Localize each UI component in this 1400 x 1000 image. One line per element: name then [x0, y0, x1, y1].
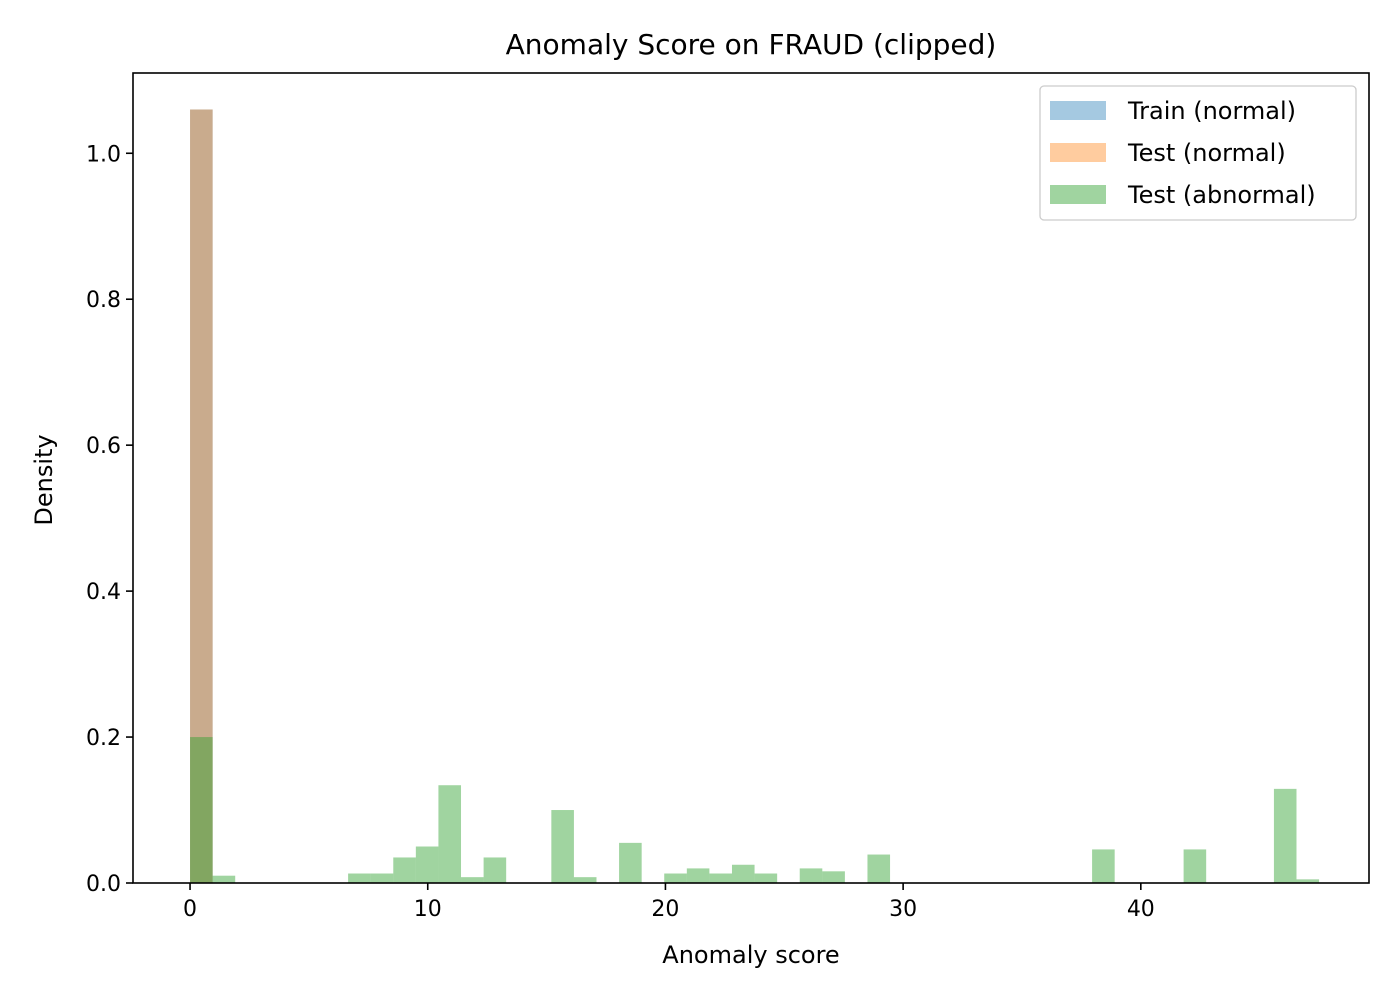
bar-series-0-bin-0 [190, 109, 213, 884]
x-axis-title: Anomaly score [662, 941, 839, 969]
bar-series-2-bin-18 [822, 871, 845, 883]
bar-series-2-bin-9 [551, 810, 574, 883]
bar-series-2-bin-11 [619, 842, 642, 883]
x-axis-ticks: 0 10 20 30 40 [183, 883, 1155, 922]
bar-series-2-bin-8 [483, 857, 507, 883]
bar-series-2-bin-12 [664, 873, 687, 883]
legend-label-2: Test (abnormal) [1127, 181, 1316, 209]
legend-swatch-1 [1050, 143, 1106, 162]
y-tick-label: 0.0 [86, 872, 121, 897]
legend-swatch-2 [1050, 185, 1106, 204]
bar-series-2-bin-10 [573, 877, 597, 883]
x-tick-label: 0 [183, 897, 197, 922]
y-tick-label: 1.0 [86, 142, 121, 167]
histogram-bars [190, 109, 1320, 884]
bar-series-2-bin-4 [393, 857, 416, 883]
x-tick-label: 10 [414, 897, 442, 922]
y-axis-title: Density [30, 434, 58, 525]
bar-series-2-bin-14 [709, 873, 732, 883]
x-tick-label: 20 [651, 897, 679, 922]
y-tick-label: 0.2 [86, 726, 121, 751]
legend: Train (normal) Test (normal) Test (abnorma… [1039, 85, 1357, 221]
bar-series-2-bin-7 [461, 877, 484, 883]
bar-series-2-bin-1 [212, 875, 236, 883]
bar-series-2-bin-22 [1273, 788, 1297, 883]
bar-series-1-bin-0 [190, 109, 213, 884]
bar-series-2-bin-6 [438, 785, 462, 883]
x-tick-label: 30 [889, 897, 917, 922]
y-tick-label: 0.8 [86, 288, 121, 313]
bar-series-2-bin-3 [370, 873, 394, 883]
plot-frame [132, 72, 1370, 884]
legend-label-0: Train (normal) [1127, 97, 1296, 125]
bar-series-2-bin-13 [686, 868, 710, 883]
legend-label-1: Test (normal) [1127, 139, 1286, 167]
y-axis-ticks: 0.0 0.2 0.4 0.6 0.8 1.0 [86, 142, 133, 897]
bar-series-2-bin-19 [867, 854, 891, 883]
legend-swatch-0 [1050, 101, 1106, 120]
bar-series-2-bin-2 [348, 873, 371, 883]
x-tick-label: 40 [1127, 897, 1155, 922]
bar-series-2-bin-5 [415, 846, 439, 883]
bar-series-2-bin-16 [754, 873, 778, 883]
legend-box [1039, 85, 1357, 221]
bar-series-2-bin-0 [190, 737, 213, 883]
bar-series-2-bin-20 [1092, 849, 1115, 883]
chart-title: Anomaly Score on FRAUD (clipped) [506, 28, 997, 61]
bar-series-2-bin-21 [1183, 849, 1207, 883]
y-tick-label: 0.4 [86, 580, 121, 605]
bar-series-2-bin-15 [731, 864, 755, 883]
y-tick-label: 0.6 [86, 434, 121, 459]
bar-series-2-bin-23 [1296, 879, 1320, 883]
bar-series-2-bin-17 [799, 868, 823, 883]
